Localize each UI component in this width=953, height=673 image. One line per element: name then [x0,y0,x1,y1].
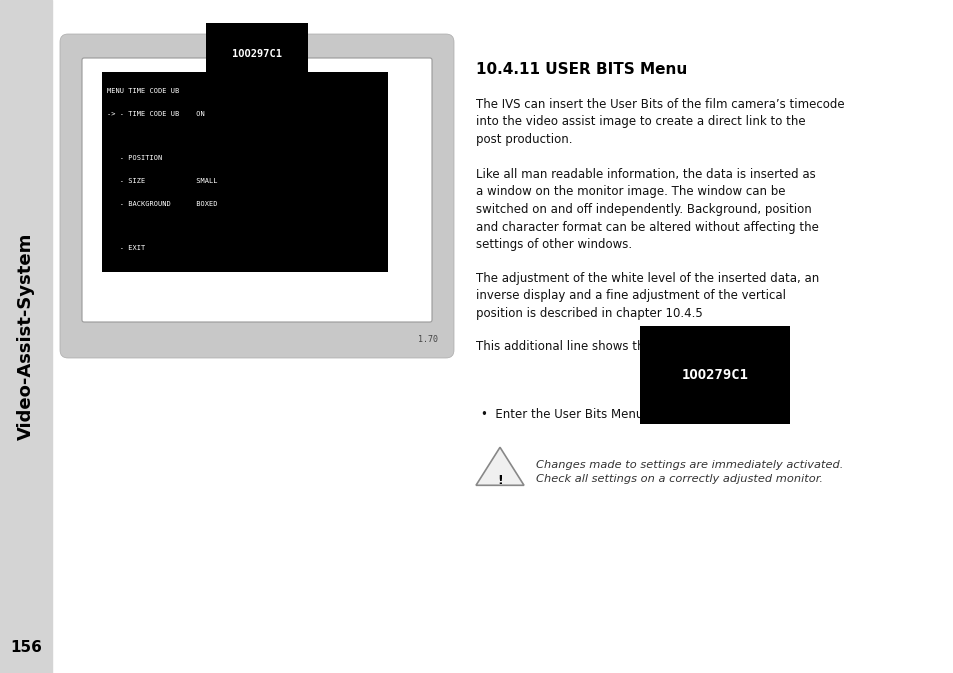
Text: •  Enter the User Bits Menu from the Main Menu.: • Enter the User Bits Menu from the Main… [480,408,769,421]
Text: - POSITION: - POSITION [107,155,162,162]
Polygon shape [476,448,523,485]
Text: The adjustment of the white level of the inserted data, an
inverse display and a: The adjustment of the white level of the… [476,272,819,320]
Text: - BACKGROUND      BOXED: - BACKGROUND BOXED [107,201,217,207]
Text: The IVS can insert the User Bits of the film camera’s timecode
into the video as: The IVS can insert the User Bits of the … [476,98,843,146]
Text: 1OO279C1: 1OO279C1 [680,368,748,382]
Text: !: ! [497,474,502,487]
Text: - EXIT: - EXIT [107,246,145,252]
FancyBboxPatch shape [60,34,454,358]
Text: -> - TIME CODE UB    ON: -> - TIME CODE UB ON [107,110,205,116]
Text: Changes made to settings are immediately activated.
Check all settings on a corr: Changes made to settings are immediately… [536,460,842,484]
Text: 10.4.11 USER BITS Menu: 10.4.11 USER BITS Menu [476,62,686,77]
Text: 1OO297C1: 1OO297C1 [232,49,282,59]
Text: MENU TIME CODE UB: MENU TIME CODE UB [107,88,179,94]
Text: This additional line shows the User Bit information:: This additional line shows the User Bit … [476,340,778,353]
Text: Like all man readable information, the data is inserted as
a window on the monit: Like all man readable information, the d… [476,168,818,251]
Text: 156: 156 [10,641,42,656]
FancyBboxPatch shape [82,58,432,322]
Text: 1.70: 1.70 [417,336,437,345]
Bar [0,0,52,673]
Text: - SIZE            SMALL: - SIZE SMALL [107,178,217,184]
Text: Video-Assist-System: Video-Assist-System [17,233,35,440]
Bar [102,72,388,272]
